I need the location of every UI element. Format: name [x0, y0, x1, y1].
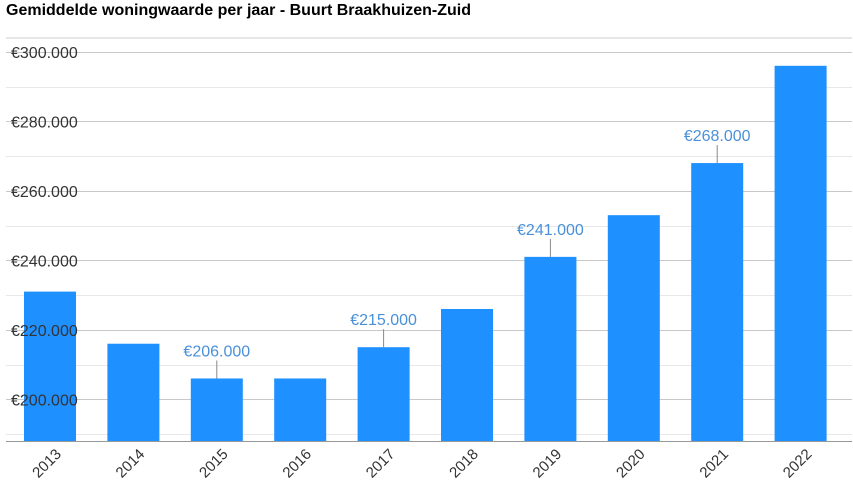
data-label: €206.000 [183, 343, 250, 360]
x-tick-label: 2022 [780, 446, 816, 482]
bar-2019 [524, 256, 577, 441]
x-tick-label: 2013 [29, 446, 65, 482]
bar-2013 [24, 291, 76, 441]
x-tick-label: 2015 [196, 446, 232, 482]
bar-2022 [774, 65, 827, 442]
x-tick-label: 2019 [530, 446, 566, 482]
x-tick-label: 2017 [363, 446, 399, 482]
bar-2018 [441, 308, 493, 441]
y-tick-label: €300.000 [11, 45, 78, 62]
bar-2015 [190, 378, 243, 441]
bar-2017 [357, 347, 410, 441]
x-tick-label: 2014 [113, 446, 149, 482]
bar-2021 [691, 163, 744, 441]
bar-2016 [274, 378, 327, 441]
y-tick-label: €240.000 [11, 253, 78, 270]
data-label: €268.000 [684, 128, 751, 145]
x-tick-label: 2018 [446, 446, 482, 482]
x-tick-label: 2016 [279, 446, 315, 482]
chart-title: Gemiddelde woningwaarde per jaar - Buurt… [6, 2, 471, 19]
x-tick-label: 2020 [613, 446, 649, 482]
y-tick-label: €260.000 [11, 184, 78, 201]
y-tick-label: €200.000 [11, 392, 78, 409]
y-tick-label: €220.000 [11, 323, 78, 340]
x-tick-label: 2021 [696, 446, 732, 482]
data-label: €215.000 [350, 312, 417, 329]
y-tick-label: €280.000 [11, 114, 78, 131]
bar-2020 [607, 215, 660, 441]
data-label: €241.000 [517, 222, 584, 239]
bar-2014 [107, 343, 160, 441]
